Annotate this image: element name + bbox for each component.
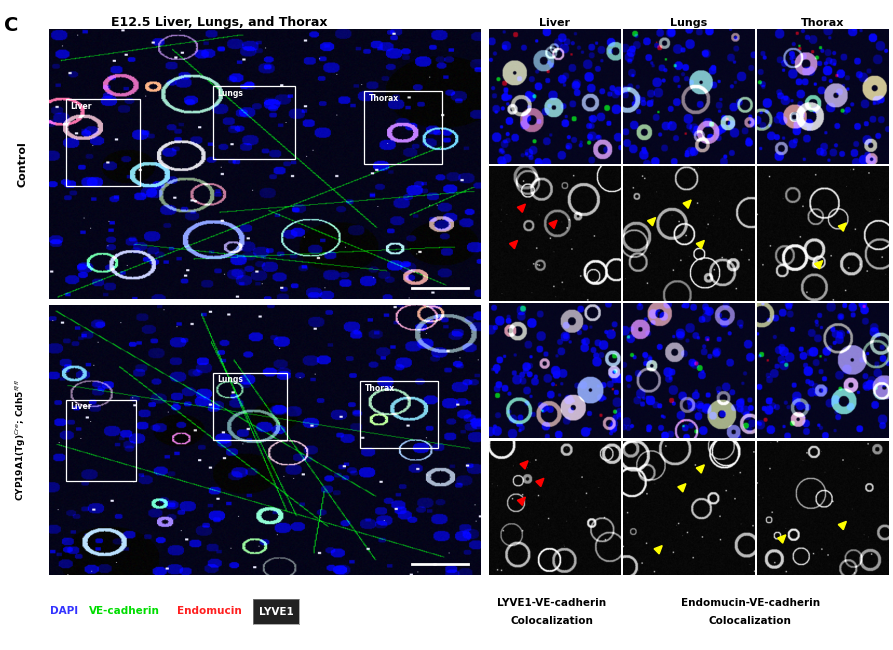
Polygon shape — [520, 461, 528, 469]
Text: DAPI: DAPI — [50, 606, 78, 616]
Polygon shape — [839, 223, 847, 231]
Polygon shape — [697, 240, 705, 249]
Polygon shape — [697, 465, 705, 473]
Text: E12.5 Liver, Lungs, and Thorax: E12.5 Liver, Lungs, and Thorax — [111, 16, 327, 29]
Title: Lungs: Lungs — [670, 18, 707, 29]
Text: Endomucin: Endomucin — [177, 606, 242, 616]
Text: LYVE1: LYVE1 — [259, 606, 293, 617]
Text: CYP19A1(Tg)$^{Cre}$; Cdh5$^{fl/fl}$: CYP19A1(Tg)$^{Cre}$; Cdh5$^{fl/fl}$ — [13, 379, 28, 501]
Polygon shape — [814, 261, 822, 269]
Polygon shape — [549, 220, 557, 229]
Text: Lungs: Lungs — [218, 376, 244, 384]
Text: LYVE1-VE-cadherin: LYVE1-VE-cadherin — [497, 598, 606, 608]
Bar — [66, 99, 140, 186]
Bar — [213, 86, 296, 159]
Bar — [213, 372, 287, 440]
Text: VE-cadherin: VE-cadherin — [89, 606, 160, 616]
Polygon shape — [647, 218, 655, 226]
Title: Liver: Liver — [539, 18, 570, 29]
Text: Colocalization: Colocalization — [709, 616, 791, 627]
Polygon shape — [517, 204, 525, 213]
Polygon shape — [778, 535, 786, 543]
Text: Endomucin-VE-cadherin: Endomucin-VE-cadherin — [680, 598, 820, 608]
Polygon shape — [678, 484, 686, 492]
Text: Colocalization: Colocalization — [511, 616, 593, 627]
Bar — [66, 400, 136, 481]
Title: Thorax: Thorax — [801, 18, 845, 29]
Text: Lungs: Lungs — [218, 88, 244, 98]
Bar — [364, 92, 442, 164]
Text: Control: Control — [18, 142, 28, 187]
Text: Thorax: Thorax — [364, 384, 395, 393]
Polygon shape — [654, 545, 663, 554]
Text: C: C — [4, 16, 19, 35]
Polygon shape — [536, 478, 544, 487]
Text: Thorax: Thorax — [369, 94, 399, 103]
Polygon shape — [517, 497, 525, 506]
Text: Liver: Liver — [71, 402, 92, 411]
Polygon shape — [683, 200, 691, 208]
Polygon shape — [509, 240, 518, 249]
Bar — [360, 381, 438, 448]
Text: Liver: Liver — [71, 102, 92, 111]
Polygon shape — [839, 521, 847, 530]
